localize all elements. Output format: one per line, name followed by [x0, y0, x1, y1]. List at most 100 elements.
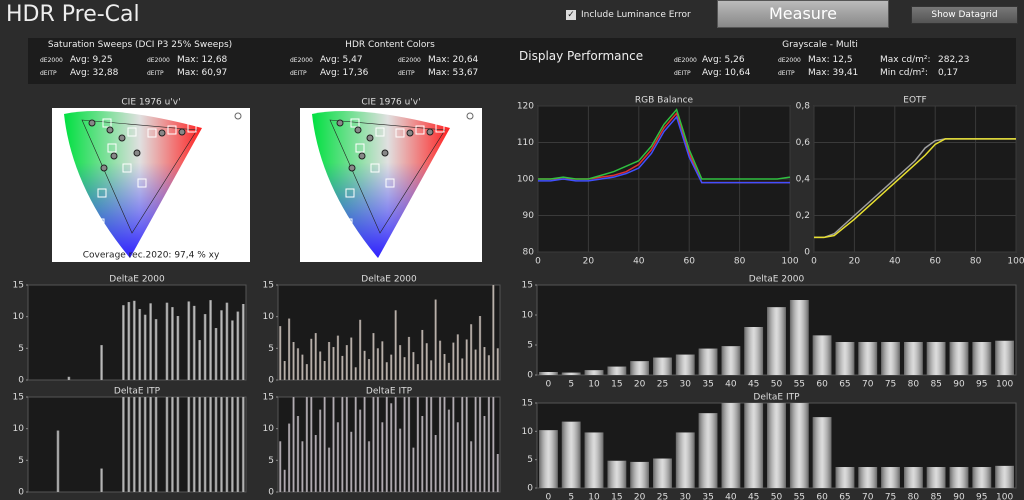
- bar-shade: [214, 328, 218, 380]
- bar-shade: [225, 302, 229, 380]
- bar-shade: [149, 397, 152, 492]
- y-tick-label: 0: [527, 484, 533, 494]
- x-tick-label: 55: [794, 493, 805, 500]
- x-tick-label: 100: [781, 257, 798, 267]
- target-gamut: [329, 119, 446, 234]
- x-tick-label: 0: [535, 257, 541, 267]
- bar-shade: [165, 302, 169, 380]
- x-tick-label: 60: [816, 380, 828, 390]
- x-tick-label: 85: [930, 493, 941, 500]
- bar-shade: [359, 409, 362, 492]
- bar-shade: [305, 364, 308, 380]
- datagrid-button[interactable]: Show Datagrid: [911, 6, 1018, 24]
- bar-shade: [949, 342, 969, 375]
- x-tick-label: 20: [634, 493, 646, 500]
- x-tick-label: 75: [885, 493, 896, 500]
- bar-shade: [926, 342, 946, 375]
- x-tick-label: 5: [568, 493, 574, 500]
- bar-shade: [100, 468, 103, 492]
- bar-shade: [421, 416, 424, 492]
- x-tick-label: 100: [996, 493, 1013, 500]
- x-tick-label: 90: [953, 493, 965, 500]
- bar-shade: [319, 409, 322, 492]
- bar-shade: [403, 397, 406, 492]
- bar-shade: [336, 335, 340, 380]
- chart-title: DeltaE 2000: [109, 275, 165, 285]
- bar-shade: [192, 305, 196, 380]
- bar-shade: [478, 316, 482, 380]
- bar-shade: [138, 309, 142, 380]
- target-marker: [350, 118, 360, 128]
- y-tick-label: 0,6: [796, 138, 811, 148]
- bar-shade: [310, 397, 313, 492]
- chart-title: DeltaE ITP: [366, 387, 413, 397]
- measured-marker: [426, 128, 434, 136]
- cie-diagram: [64, 111, 242, 258]
- target-marker: [95, 218, 105, 228]
- bar-shade: [165, 397, 169, 492]
- bar-shade: [904, 467, 923, 488]
- bar-shade: [171, 397, 174, 492]
- plot-area: [27, 396, 247, 493]
- target-marker: [97, 188, 107, 198]
- chart-title: EOTF: [903, 96, 926, 106]
- chart-title: RGB Balance: [635, 96, 694, 106]
- bar-shade: [176, 316, 180, 380]
- y-tick-label: 15: [13, 393, 24, 403]
- display-performance: Display Performance: [519, 49, 644, 63]
- y-tick-label: 0,4: [796, 175, 811, 185]
- summary-cell: Avg: 5,26: [702, 55, 745, 65]
- bar-shade: [350, 431, 353, 492]
- y-tick-label: 0: [804, 248, 810, 258]
- bar-shade: [345, 345, 348, 380]
- checkbox[interactable]: ✓ Include Luminance Error: [566, 10, 691, 20]
- summary-cell: dEITP: [290, 70, 307, 77]
- bar-shade: [434, 435, 437, 492]
- x-tick-label: 85: [930, 380, 941, 390]
- x-tick-label: 40: [725, 380, 737, 390]
- summary-cell: 0,17: [938, 68, 959, 78]
- summary-cell: Max: 60,97: [177, 68, 228, 78]
- bar-shade: [675, 432, 695, 488]
- bar-shade: [398, 428, 402, 492]
- measure-button[interactable]: Measure: [717, 0, 889, 28]
- target-marker: [343, 218, 353, 228]
- summary-cell: dE2000: [398, 57, 421, 64]
- app-title: HDR Pre-Cal: [6, 2, 140, 27]
- measured-marker: [88, 119, 96, 127]
- bar-shade: [345, 397, 348, 492]
- bar-shade: [367, 441, 371, 492]
- y-tick-label: 120: [517, 102, 534, 112]
- y-tick-label: 0: [18, 376, 24, 386]
- summary-cell: dEITP: [778, 70, 795, 77]
- bar-shade: [496, 348, 499, 380]
- x-tick-label: 45: [748, 380, 759, 390]
- bar-shade: [314, 435, 317, 492]
- bar-shade: [653, 458, 672, 488]
- y-tick-label: 0,8: [796, 102, 811, 112]
- x-tick-label: 15: [611, 493, 622, 500]
- bar-shade: [279, 326, 282, 380]
- bar-shade: [452, 397, 455, 492]
- bar-shade: [385, 397, 388, 492]
- bar-shade: [456, 422, 459, 492]
- summary-cell: Max: 53,67: [428, 68, 479, 78]
- series-line: [814, 138, 1016, 239]
- bar-shade: [698, 348, 718, 375]
- bar-shade: [354, 367, 357, 380]
- x-tick-label: 80: [734, 257, 746, 267]
- chart-title: CIE 1976 u'v': [361, 98, 420, 108]
- x-tick-label: 50: [771, 493, 783, 500]
- bar-shade: [835, 342, 855, 375]
- x-tick-label: 30: [680, 380, 692, 390]
- summary-cell: Max: 12,68: [177, 55, 228, 65]
- bar-shade: [447, 362, 451, 380]
- bar-shade: [721, 346, 741, 375]
- bar-shade: [443, 354, 446, 380]
- bar-shade: [296, 348, 300, 380]
- bar-shade: [376, 397, 380, 492]
- y-tick-label: 0: [268, 376, 274, 386]
- measured-marker: [110, 152, 118, 160]
- bar-shade: [607, 460, 627, 488]
- bar-shade: [314, 333, 317, 380]
